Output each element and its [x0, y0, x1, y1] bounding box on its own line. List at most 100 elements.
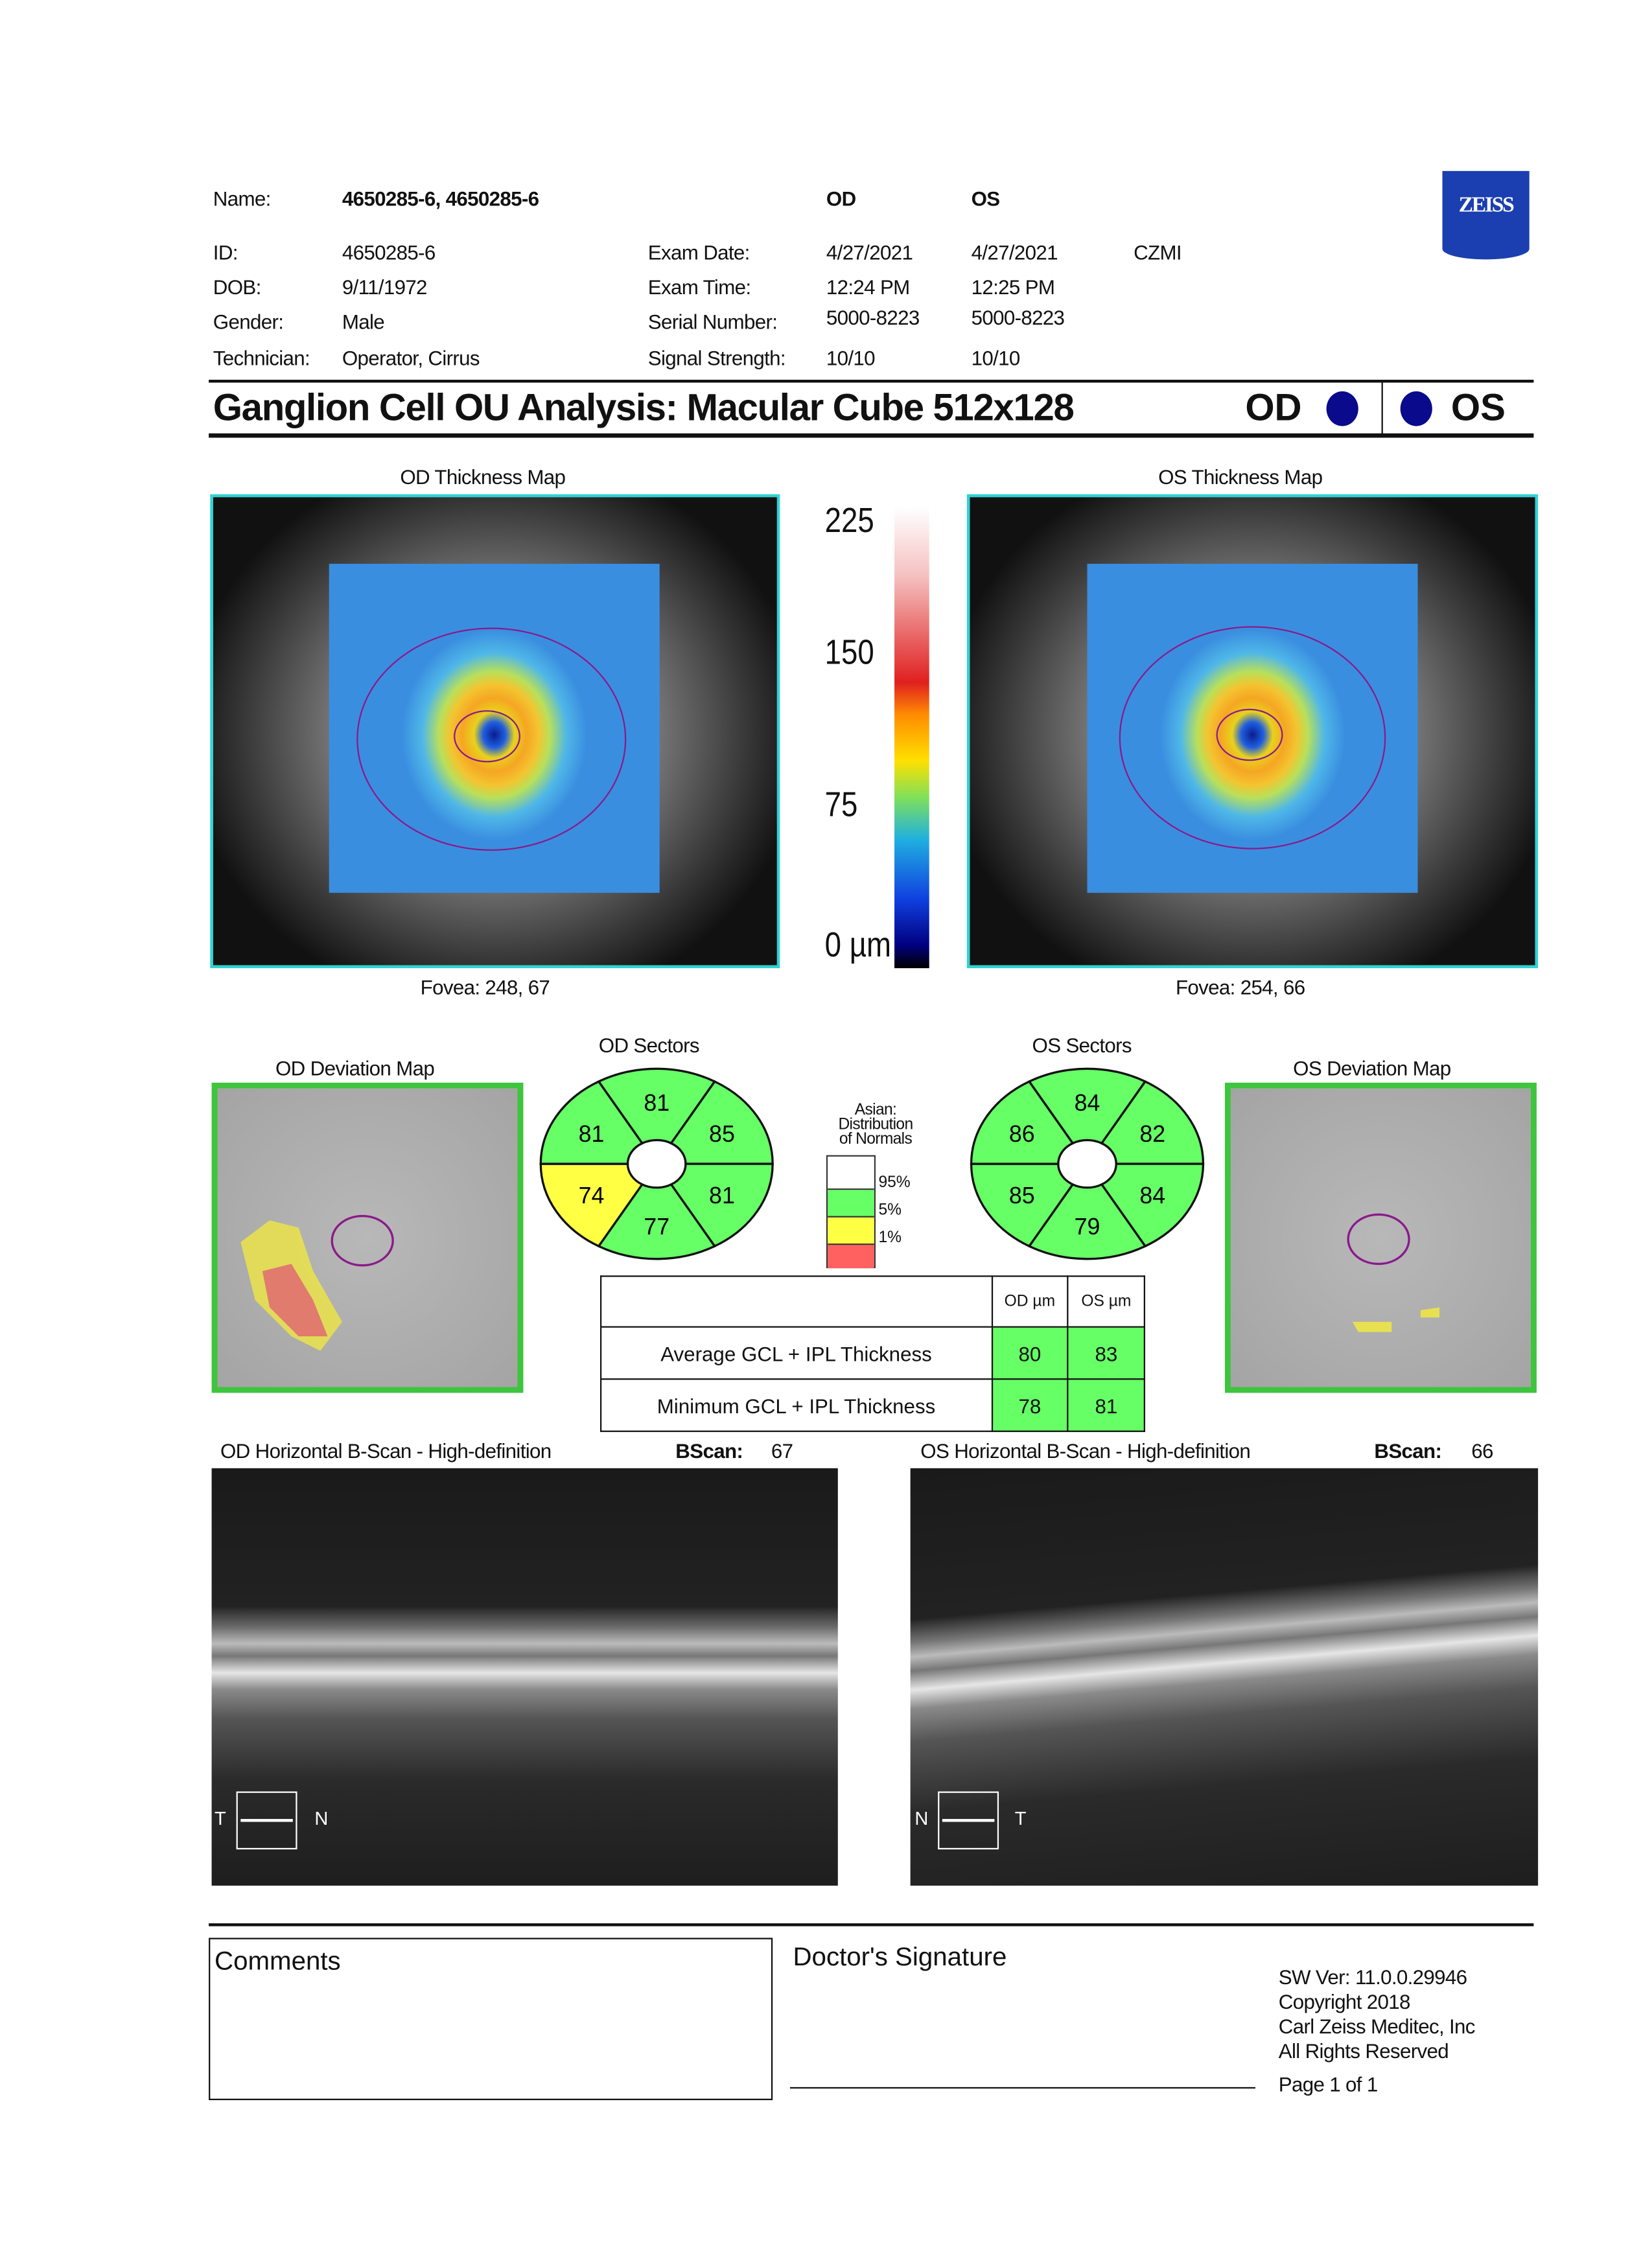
legend-white [828, 1156, 874, 1190]
scale-tick: 75 [824, 785, 858, 825]
scale-tick: 225 [824, 501, 874, 541]
sector-superior-left [539, 1080, 644, 1165]
od-sectors-title: OD Sectors [598, 1033, 700, 1057]
legend-green [828, 1190, 874, 1218]
os-fovea: Fovea: 254, 66 [1175, 975, 1305, 999]
os-bscan-title: OS Horizontal B-Scan - High-definition [920, 1439, 1251, 1463]
table-header: OD µm OS µm [599, 1275, 1145, 1328]
title-od: OD [1245, 385, 1302, 430]
od-fovea: Fovea: 248, 67 [420, 975, 550, 999]
exam-time-label: Exam Time: [647, 275, 751, 299]
orientation-arrow-icon [938, 1791, 999, 1850]
os-sectors-title: OS Sectors [1032, 1033, 1132, 1057]
sector-value: 82 [1139, 1121, 1165, 1147]
table-row: Average GCL + IPL Thickness 80 83 [599, 1326, 1145, 1380]
signature-line [790, 2087, 1255, 2089]
od-eye-dot-icon [1326, 391, 1358, 426]
os-thickness-map [966, 494, 1539, 969]
od-deviation-map [211, 1082, 524, 1393]
gcl-ipl-table: OD µm OS µm Average GCL + IPL Thickness … [599, 1275, 1145, 1432]
title-os: OS [1450, 385, 1506, 430]
od-thickness-map [210, 494, 780, 969]
technician-value: Operator, Cirrus [342, 346, 480, 370]
serial-label: Serial Number: [647, 310, 778, 334]
sector-superior [597, 1067, 717, 1145]
legend-yellow [828, 1217, 874, 1245]
exam-date-label: Exam Date: [647, 240, 751, 264]
normative-legend [826, 1155, 876, 1269]
exam-time-os: 12:25 PM [971, 275, 1055, 299]
os-bscan-number: 66 [1471, 1439, 1493, 1463]
divider [1381, 382, 1383, 435]
os-thickness-map-title: OS Thickness Map [1158, 465, 1323, 489]
legend-5: 5% [878, 1201, 902, 1220]
exam-time-od: 12:24 PM [826, 275, 910, 299]
orientation-arrow-icon [236, 1791, 297, 1850]
col-os: OS µm [1067, 1275, 1145, 1328]
sector-superior [1027, 1067, 1147, 1145]
gender-value: Male [342, 310, 385, 334]
os-deviation-map-title: OS Deviation Map [1293, 1056, 1451, 1080]
normative-legend-title: Asian: Distribution of Normals [838, 1101, 913, 1148]
name-label: Name: [213, 187, 272, 211]
institution: CZMI [1134, 240, 1182, 264]
zeiss-logo: ZEISS [1442, 170, 1530, 260]
signal-od: 10/10 [826, 346, 876, 370]
exam-date-od: 4/27/2021 [826, 240, 913, 264]
table-row: Minimum GCL + IPL Thickness 78 81 [599, 1378, 1145, 1432]
sector-superior-right [669, 1080, 774, 1165]
thickness-color-scale [894, 507, 929, 969]
signature-label: Doctor's Signature [793, 1942, 1007, 1971]
divider [209, 1923, 1534, 1927]
legend-red [828, 1245, 874, 1269]
report-title: Ganglion Cell OU Analysis: Macular Cube … [213, 385, 1075, 430]
os-bscan-image: N T [910, 1468, 1539, 1886]
gender-label: Gender: [213, 310, 284, 334]
sector-inferior-left [539, 1163, 644, 1248]
os-bscan-label: BScan: [1374, 1439, 1442, 1463]
sector-value: 74 [579, 1183, 605, 1209]
software-info: SW Ver: 11.0.0.29946 Copyright 2018 Carl… [1279, 1965, 1476, 2098]
signal-os: 10/10 [971, 346, 1021, 370]
sector-value: 81 [709, 1183, 735, 1209]
os-column-header: OS [971, 187, 1001, 211]
sector-value: 81 [644, 1090, 669, 1116]
sector-value: 77 [644, 1214, 669, 1240]
sector-superior-left [970, 1080, 1075, 1165]
comments-box[interactable]: Comments [209, 1938, 773, 2100]
sector-inferior-right [669, 1163, 774, 1248]
divider [209, 433, 1534, 438]
od-bscan-number: 67 [771, 1439, 793, 1463]
scale-tick: 0 µm [824, 926, 892, 966]
legend-95: 95% [878, 1174, 911, 1192]
sector-value: 86 [1009, 1121, 1035, 1147]
sector-inferior-right [1100, 1163, 1205, 1248]
sector-inferior [1027, 1183, 1147, 1260]
dob-label: DOB: [213, 275, 262, 299]
patient-name: 4650285-6, 4650285-6 [342, 187, 539, 211]
patient-id: 4650285-6 [342, 240, 436, 264]
od-bscan-label: BScan: [675, 1439, 743, 1463]
exam-date-os: 4/27/2021 [971, 240, 1058, 264]
signal-label: Signal Strength: [647, 346, 786, 370]
sector-value: 84 [1075, 1090, 1100, 1116]
od-thickness-map-title: OD Thickness Map [400, 465, 566, 489]
sector-value: 81 [579, 1121, 605, 1147]
od-deviation-map-title: OD Deviation Map [275, 1056, 435, 1080]
sector-value: 84 [1139, 1183, 1165, 1209]
technician-label: Technician: [213, 346, 310, 370]
od-bscan-image: T N [211, 1468, 838, 1886]
od-column-header: OD [826, 187, 856, 211]
od-sector-chart: 81 85 81 77 74 81 [539, 1067, 774, 1260]
os-deviation-map [1225, 1082, 1537, 1393]
divider [209, 380, 1534, 383]
serial-od: 5000-8223 [826, 305, 920, 329]
sector-value: 85 [709, 1121, 735, 1147]
sector-inferior-left [970, 1163, 1075, 1248]
sector-inferior [597, 1183, 717, 1260]
comments-label: Comments [215, 1946, 341, 1976]
serial-os: 5000-8223 [971, 305, 1065, 329]
os-sector-chart: 84 82 84 79 85 86 [970, 1067, 1205, 1260]
sector-superior-right [1100, 1080, 1205, 1165]
